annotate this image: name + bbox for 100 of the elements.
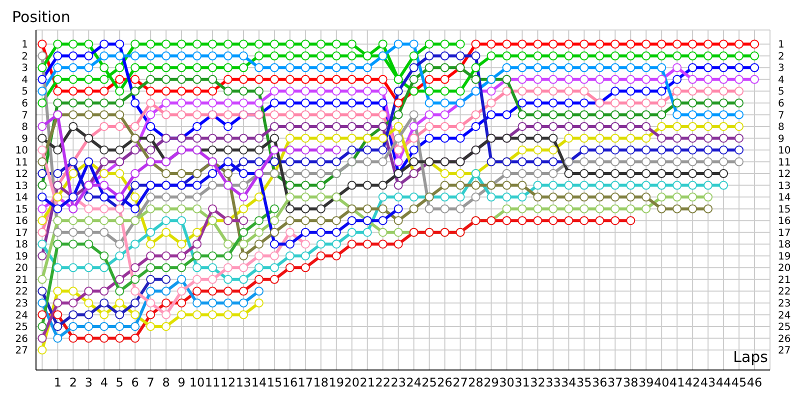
- x-tick-label: 41: [669, 376, 685, 390]
- x-tick-label: 1: [54, 376, 62, 390]
- x-tick-label: 25: [422, 376, 437, 390]
- x-tick-label: 12: [220, 376, 236, 390]
- y2-tick-label: 6: [778, 98, 784, 110]
- x-tick-label: 37: [608, 376, 623, 390]
- y-tick-label: 14: [15, 192, 28, 204]
- y2-tick-label: 22: [778, 286, 791, 298]
- y-tick-label: 9: [22, 134, 28, 145]
- y2-tick-label: 2: [778, 51, 784, 62]
- y2-tick-label: 14: [778, 192, 791, 204]
- y2-tick-label: 7: [778, 110, 784, 122]
- x-tick-label: 31: [514, 376, 530, 390]
- x-tick-label: 26: [437, 376, 452, 390]
- y2-tick-label: 24: [778, 310, 791, 322]
- y2-tick-label: 26: [778, 334, 791, 345]
- y-tick-label: 27: [15, 346, 28, 357]
- y2-tick-label: 23: [778, 298, 791, 310]
- x-tick-label: 10: [189, 376, 205, 390]
- x-tick-label: 33: [546, 376, 561, 390]
- x-tick-label: 18: [313, 376, 329, 390]
- y-tick-label: 13: [15, 180, 28, 192]
- y2-tick-label: 11: [778, 157, 791, 168]
- x-tick-label: 27: [452, 376, 468, 390]
- x-tick-label: 29: [484, 376, 499, 390]
- x-tick-label: 4: [100, 376, 108, 390]
- x-tick-label: 42: [684, 376, 700, 390]
- y-tick-label: 15: [15, 204, 28, 216]
- y2-tick-label: 16: [778, 216, 791, 228]
- x-tick-label: 5: [116, 376, 124, 390]
- x-tick-label: 15: [266, 376, 282, 390]
- x-tick-label: 8: [162, 376, 170, 390]
- y2-tick-label: 25: [778, 322, 791, 334]
- y2-tick-label: 3: [778, 63, 784, 74]
- y2-tick-label: 4: [778, 74, 784, 86]
- y-tick-label: 1: [22, 40, 28, 51]
- x-axis-title: Laps: [733, 348, 768, 366]
- y2-tick-label: 10: [778, 146, 791, 157]
- x-tick-label: 36: [592, 376, 608, 390]
- y2-tick-label: 9: [778, 134, 784, 145]
- y2-tick-label: 17: [778, 228, 791, 239]
- x-tick-label: 43: [700, 376, 716, 390]
- x-tick-label: 13: [236, 376, 252, 390]
- x-tick-label: 6: [131, 376, 139, 390]
- x-tick-label: 19: [328, 376, 344, 390]
- y2-tick-label: 21: [778, 274, 791, 286]
- x-tick-label: 22: [375, 376, 391, 390]
- y-tick-label: 7: [22, 110, 28, 122]
- y-tick-label: 20: [15, 263, 28, 274]
- y2-tick-label: 13: [778, 180, 791, 192]
- y2-tick-label: 15: [778, 204, 791, 216]
- y-tick-label: 22: [15, 286, 28, 298]
- y2-tick-label: 27: [778, 346, 791, 357]
- x-tick-label: 2: [69, 376, 77, 390]
- y-tick-label: 25: [15, 322, 28, 334]
- y2-tick-label: 8: [778, 122, 784, 134]
- y-tick-label: 12: [15, 169, 28, 180]
- x-tick-label: 16: [282, 376, 298, 390]
- x-tick-label: 32: [530, 376, 546, 390]
- y2-tick-label: 19: [778, 251, 791, 262]
- x-tick-label: 45: [731, 376, 747, 390]
- y-tick-label: 2: [22, 51, 28, 62]
- x-tick-label: 24: [406, 376, 422, 390]
- y2-tick-label: 18: [778, 240, 791, 251]
- y-tick-label: 8: [22, 122, 28, 134]
- x-tick-label: 44: [716, 376, 732, 390]
- x-tick-label: 14: [251, 376, 267, 390]
- x-tick-label: 35: [576, 376, 592, 390]
- y2-tick-label: 1: [778, 40, 784, 51]
- x-tick-label: 46: [746, 376, 762, 390]
- y-axis-title: Position: [12, 8, 70, 26]
- y-tick-label: 23: [15, 298, 28, 310]
- y-tick-label: 24: [15, 310, 28, 322]
- y2-tick-label: 20: [778, 263, 791, 274]
- x-tick-label: 28: [468, 376, 484, 390]
- x-tick-label: 20: [344, 376, 360, 390]
- x-tick-label: 34: [561, 376, 576, 390]
- y2-tick-label: 5: [778, 86, 784, 98]
- x-tick-label: 39: [638, 376, 654, 390]
- y-tick-label: 10: [15, 146, 28, 157]
- y-tick-label: 26: [15, 334, 28, 345]
- x-tick-label: 21: [360, 376, 376, 390]
- x-tick-label: 7: [146, 376, 154, 390]
- y-tick-label: 6: [22, 98, 28, 110]
- y-tick-label: 5: [22, 86, 28, 98]
- y2-tick-label: 12: [778, 169, 791, 180]
- x-tick-label: 3: [84, 376, 92, 390]
- x-tick-label: 38: [622, 376, 638, 390]
- y-tick-label: 18: [15, 240, 28, 251]
- x-tick-label: 23: [390, 376, 406, 390]
- y-tick-label: 21: [15, 274, 28, 286]
- y-tick-label: 3: [22, 63, 28, 74]
- x-tick-label: 17: [298, 376, 314, 390]
- x-tick-label: 40: [654, 376, 670, 390]
- y-tick-label: 17: [15, 228, 28, 239]
- x-tick-label: 30: [499, 376, 514, 390]
- x-tick-label: 11: [204, 376, 220, 390]
- y-tick-label: 16: [15, 216, 28, 228]
- y-tick-label: 19: [15, 251, 28, 262]
- y-tick-label: 4: [22, 74, 28, 86]
